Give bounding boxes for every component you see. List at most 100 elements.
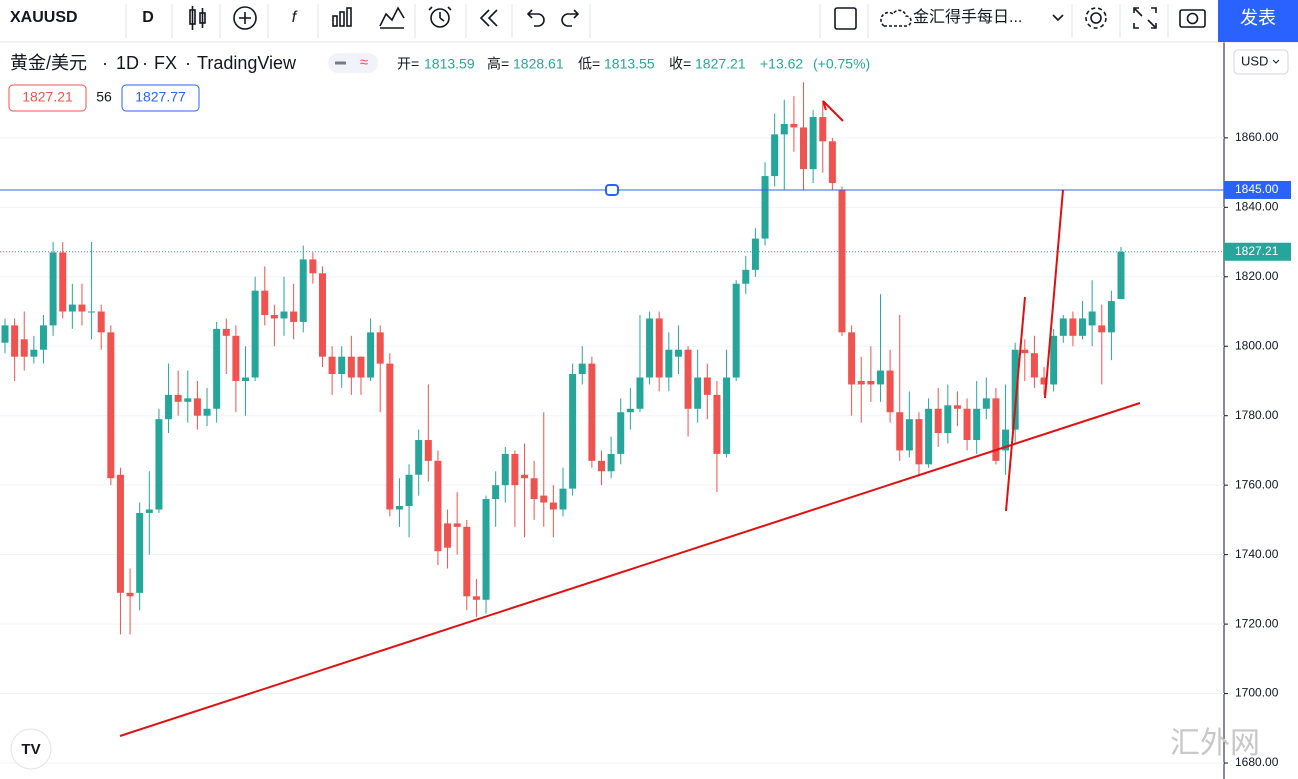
candle-body: [800, 127, 808, 170]
symbol[interactable]: XAUUSD: [10, 9, 78, 26]
candle-body: [636, 377, 644, 409]
candle-body: [617, 412, 625, 454]
candle-body: [982, 398, 990, 409]
cloud-icon: [880, 9, 912, 27]
layout-dropdown[interactable]: [1052, 14, 1064, 22]
candle-body: [136, 512, 144, 593]
candle-body: [11, 325, 19, 357]
candle-body: [251, 290, 259, 378]
candle-body: [1011, 349, 1019, 430]
candle-body: [1088, 311, 1096, 326]
candle-body: [328, 356, 336, 375]
candle-body: [905, 419, 913, 451]
close-value: 1827.21: [695, 56, 746, 72]
candle-body: [309, 259, 317, 274]
open-label: 开=: [397, 56, 419, 72]
compare-icon[interactable]: [379, 6, 405, 29]
candle-body: [290, 311, 298, 322]
ask-price[interactable]: 1827.77: [135, 89, 186, 105]
candle-body: [116, 474, 124, 593]
candle-body: [424, 440, 432, 461]
candle-body: [97, 311, 105, 333]
candle-body: [838, 189, 846, 333]
candle-body: [318, 273, 326, 357]
candle-body: [415, 440, 423, 475]
horizontal-line-label: 1845.00: [1235, 182, 1279, 196]
candle-body: [126, 592, 134, 597]
indicators-icon[interactable]: f: [292, 9, 298, 26]
candle-body: [973, 408, 981, 441]
settings-icon[interactable]: [1085, 7, 1107, 29]
candle-body: [1098, 325, 1106, 333]
bid-price[interactable]: 1827.21: [22, 89, 73, 105]
candle-body: [1069, 318, 1077, 336]
candle-body: [261, 290, 269, 315]
candle-body: [780, 123, 788, 135]
y-tick-label: 1700.00: [1235, 686, 1279, 700]
y-tick-label: 1720.00: [1235, 616, 1279, 630]
candle-body: [165, 394, 173, 420]
candle-body: [569, 374, 577, 489]
undo-icon[interactable]: [526, 9, 545, 27]
replay-icon[interactable]: [479, 9, 498, 27]
candle-body: [68, 304, 76, 312]
ask-box[interactable]: [121, 84, 200, 112]
legend-toggle-icon: ≈: [360, 54, 368, 71]
interval-button[interactable]: D: [142, 9, 154, 26]
change: +13.62: [760, 56, 803, 72]
fullscreen-icon[interactable]: [1133, 7, 1157, 29]
candle-body: [1117, 251, 1125, 300]
close-label: 收=: [669, 56, 691, 72]
chart-title: 黄金/美元: [10, 53, 87, 73]
high-label: 高=: [487, 56, 509, 72]
candle-body: [944, 405, 952, 434]
fullscreen-toggle[interactable]: [834, 7, 857, 30]
legend-toggle[interactable]: [328, 53, 378, 73]
publish-label[interactable]: 发表: [1240, 8, 1276, 28]
templates-icon[interactable]: [332, 7, 352, 27]
publish-button[interactable]: [1218, 0, 1298, 42]
candle-body: [761, 176, 769, 239]
candle-body: [665, 349, 673, 378]
chart-type-icon[interactable]: [189, 6, 206, 30]
alert-icon[interactable]: [428, 6, 452, 28]
redo-icon[interactable]: [561, 9, 580, 27]
horizontal-line-handle: [605, 183, 619, 196]
dot: ·: [185, 53, 191, 73]
candle-body: [376, 332, 384, 364]
candle-body: [472, 596, 480, 600]
candle-body: [30, 349, 38, 357]
toolbar: [0, 0, 1298, 42]
currency-button[interactable]: [1233, 49, 1289, 75]
candle-body: [771, 134, 779, 177]
candle-body: [963, 408, 971, 441]
candle-body: [732, 283, 740, 378]
indicator-add-icon[interactable]: [233, 6, 257, 30]
candle-body: [559, 488, 567, 510]
trendline-drawing: [119, 402, 1141, 737]
candle-body: [713, 394, 721, 454]
open-value: 1813.59: [424, 56, 475, 72]
candle-body: [78, 304, 86, 312]
layout-name[interactable]: 金汇得手每日...: [913, 8, 1022, 26]
candle-body: [828, 141, 836, 184]
candle-body: [1079, 318, 1087, 336]
horizontal-line-badge: [1224, 180, 1291, 199]
candle-body: [530, 478, 538, 500]
candle-body: [501, 453, 509, 486]
candle-body: [1002, 429, 1010, 451]
y-tick-label: 1680.00: [1235, 755, 1279, 769]
trendline-drawing: [822, 100, 844, 122]
candle-body: [299, 259, 307, 322]
candle-body: [184, 398, 192, 402]
candle-body: [107, 332, 115, 479]
separators: [125, 4, 1169, 38]
bid-box[interactable]: [8, 84, 87, 112]
candle-body: [405, 474, 413, 507]
snapshot-icon[interactable]: [1179, 9, 1206, 28]
candle-body: [280, 311, 288, 319]
candle-body: [453, 523, 461, 527]
currency[interactable]: USD: [1241, 53, 1268, 68]
tradingview-logo[interactable]: [10, 728, 52, 770]
